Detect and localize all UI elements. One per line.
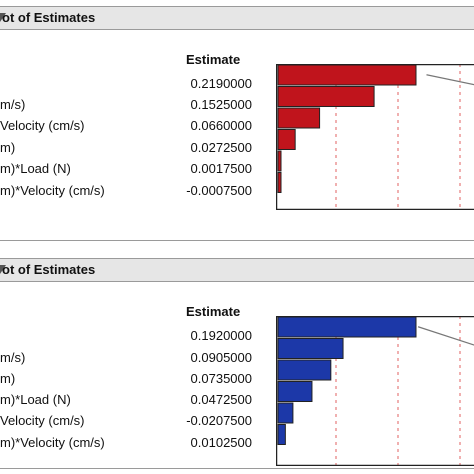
term-label: m)*Velocity (cm/s) — [0, 435, 105, 450]
estimate-value: 0.1920000 — [190, 328, 252, 343]
estimate-column-header: Estimate — [186, 52, 241, 67]
plot-frame — [276, 316, 474, 466]
term-label: m) — [0, 140, 16, 155]
estimate-value: 0.1525000 — [190, 97, 252, 112]
estimate-value: 0.0102500 — [190, 435, 252, 450]
term-label: m)*Load (N) — [0, 161, 71, 176]
pareto-plot-1 — [276, 64, 474, 210]
term-label: m/s) — [0, 350, 26, 365]
estimate-bar — [277, 381, 313, 402]
panel-body-2: Estimate 0.1920000 m/s) 0.0905000 m) 0.0… — [0, 282, 474, 469]
estimate-value: -0.0007500 — [186, 183, 252, 198]
estimate-bar — [277, 172, 282, 193]
term-label: Velocity (cm/s) — [0, 413, 85, 428]
term-label: m) — [0, 371, 16, 386]
estimate-bar — [277, 64, 417, 86]
estimate-bar — [277, 129, 296, 150]
estimate-bar — [277, 107, 321, 129]
estimate-value: 0.2190000 — [190, 76, 252, 91]
term-label: m/s) — [0, 97, 26, 112]
term-label: Velocity (cm/s) — [0, 118, 85, 133]
estimate-bar — [277, 402, 294, 424]
panel-title: ot of Estimates — [2, 10, 96, 25]
plot-frame — [276, 64, 474, 210]
panel-title: ot of Estimates — [2, 262, 96, 277]
cumulative-line — [426, 74, 474, 86]
estimate-value: 0.0660000 — [190, 118, 252, 133]
estimate-value: 0.0472500 — [190, 392, 252, 407]
estimate-bar — [277, 86, 375, 107]
disclosure-triangle-icon[interactable] — [0, 265, 6, 274]
pareto-plot-2 — [276, 316, 474, 466]
panel-body-1: Estimate 0.2190000 m/s) 0.1525000 Veloci… — [0, 30, 474, 241]
term-label: m)*Velocity (cm/s) — [0, 183, 105, 198]
estimate-bar — [277, 338, 344, 359]
estimate-bar — [277, 424, 286, 445]
estimate-value: 0.0905000 — [190, 350, 252, 365]
term-label: m)*Load (N) — [0, 392, 71, 407]
estimate-value: 0.0272500 — [190, 140, 252, 155]
estimate-value: -0.0207500 — [186, 413, 252, 428]
estimate-bar — [277, 316, 417, 338]
cumulative-line — [417, 326, 474, 346]
estimate-bar — [277, 359, 332, 381]
estimate-value: 0.0017500 — [190, 161, 252, 176]
estimate-bar — [277, 150, 282, 172]
estimate-value: 0.0735000 — [190, 371, 252, 386]
panel-header-2[interactable]: ot of Estimates — [0, 258, 474, 282]
estimate-column-header: Estimate — [186, 304, 241, 319]
disclosure-triangle-icon[interactable] — [0, 13, 6, 22]
panel-header-1[interactable]: ot of Estimates — [0, 6, 474, 30]
